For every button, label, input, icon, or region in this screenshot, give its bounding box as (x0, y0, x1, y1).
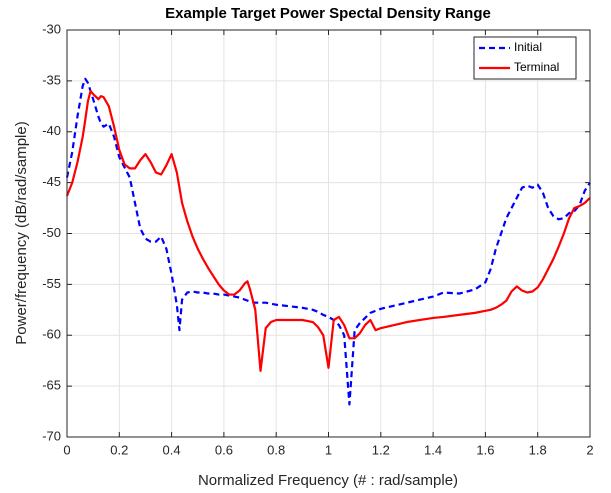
x-tick-label: 1.6 (476, 442, 494, 457)
x-tick-label: 0.8 (267, 442, 285, 457)
y-tick-label: -30 (42, 21, 61, 36)
plot-frame (66, 29, 591, 438)
y-tick-label: -70 (42, 428, 61, 443)
x-tick-label: 1.2 (372, 442, 390, 457)
y-axis-label: Power/frequency (dB/rad/sample) (13, 121, 30, 344)
x-axis-label: Normalized Frequency (# : rad/sample) (198, 472, 458, 489)
chart-title: Example Target Power Spectal Density Ran… (165, 5, 491, 22)
x-tick-label: 0.2 (110, 442, 128, 457)
y-tick-label: -55 (42, 276, 61, 291)
x-tick-label: 2 (586, 442, 593, 457)
y-tick-label: -60 (42, 327, 61, 342)
y-tick-label: -45 (42, 174, 61, 189)
y-tick-label: -50 (42, 225, 61, 240)
x-tick-label: 0 (63, 442, 70, 457)
y-tick-label: -40 (42, 123, 61, 138)
y-tick-label: -35 (42, 72, 61, 87)
x-tick-label: 1 (325, 442, 332, 457)
x-tick-label: 0.4 (163, 442, 181, 457)
y-tick-label: -65 (42, 378, 61, 393)
legend-label: Initial (514, 40, 542, 54)
line-series (65, 77, 591, 406)
x-tick-label: 1.4 (424, 442, 442, 457)
x-tick-label: 0.6 (215, 442, 233, 457)
legend-label: Terminal (514, 60, 559, 74)
x-tick-label: 1.8 (529, 442, 547, 457)
line-series (65, 89, 591, 372)
legend-box (473, 36, 577, 80)
